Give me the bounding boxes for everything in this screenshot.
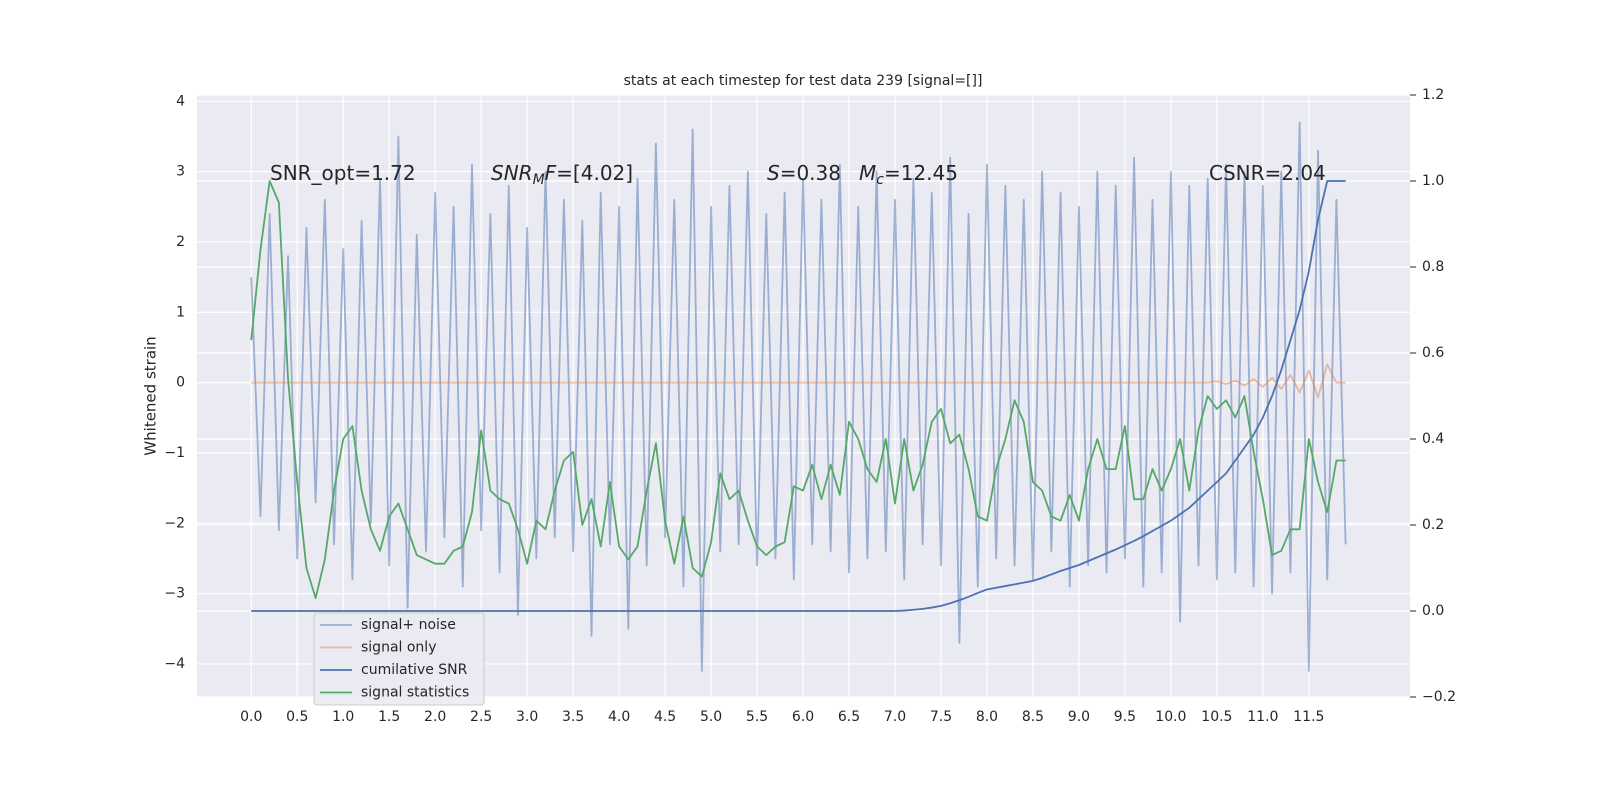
- x-tick-label: 11.0: [1247, 709, 1278, 725]
- series-line: [250, 180, 1346, 599]
- annotation: Mc=12.45: [859, 161, 958, 188]
- x-tick-label: 9.5: [1114, 709, 1136, 725]
- x-tick-label: 9.0: [1068, 709, 1090, 725]
- annotation-part: SNR_opt=1.72: [270, 161, 416, 185]
- x-tick-label: 7.0: [884, 709, 906, 725]
- annotation-part: =12.45: [884, 161, 958, 185]
- x-tick-label: 2.5: [470, 709, 492, 725]
- annotation: CSNR=2.04: [1209, 161, 1326, 185]
- x-tick-label: 6.5: [838, 709, 860, 725]
- annotation-part: CSNR=2.04: [1209, 161, 1326, 185]
- x-tick-label: 1.5: [378, 709, 400, 725]
- y-tick-label: 2: [176, 234, 185, 250]
- series-line: [250, 121, 1347, 672]
- annotation-part: c: [876, 172, 884, 188]
- annotation-part: M: [859, 161, 876, 185]
- x-tick-label: 5.5: [746, 709, 768, 725]
- y2-tick-label: 0.6: [1422, 345, 1444, 361]
- annotation-part: =[4.02]: [556, 161, 633, 185]
- annotation: SNR_opt=1.72: [270, 161, 416, 185]
- annotation: S=0.38: [767, 161, 841, 185]
- x-tick-label: 4.5: [654, 709, 676, 725]
- x-tick-label: 0.5: [286, 709, 308, 725]
- annotation-part: =0.38: [780, 161, 841, 185]
- x-tick-label: 8.5: [1022, 709, 1044, 725]
- x-tick-label: 0.0: [240, 709, 262, 725]
- series-line: [251, 363, 1346, 399]
- y-tick-label: −2: [164, 515, 185, 531]
- x-tick-label: 10.5: [1201, 709, 1232, 725]
- legend-label: signal statistics: [361, 685, 469, 701]
- y2-tick-label: 1.0: [1422, 173, 1444, 189]
- annotation-part: S: [767, 161, 780, 185]
- y-tick-label: 0: [176, 375, 185, 391]
- y-tick-label: 3: [176, 164, 185, 180]
- x-tick-label: 6.0: [792, 709, 814, 725]
- y-tick-label: −4: [164, 656, 185, 672]
- y-tick-label: 1: [176, 304, 185, 320]
- legend-label: cumilative SNR: [361, 662, 468, 678]
- y-axis-label: Whitened strain: [142, 336, 160, 455]
- x-tick-label: 3.5: [562, 709, 584, 725]
- annotation: SNRMF=[4.02]: [491, 161, 633, 188]
- annotation-part: SNR: [491, 161, 533, 185]
- x-tick-label: 2.0: [424, 709, 446, 725]
- y2-tick-label: −0.2: [1422, 689, 1456, 705]
- legend-label: signal+ noise: [361, 617, 456, 633]
- x-tick-label: 5.0: [700, 709, 722, 725]
- chart-title: stats at each timestep for test data 239…: [624, 73, 983, 89]
- y-tick-label: 4: [176, 93, 185, 109]
- series-line: [251, 180, 1346, 612]
- x-tick-label: 11.5: [1293, 709, 1324, 725]
- y2-tick-label: 0.8: [1422, 259, 1444, 275]
- annotation-part: M: [533, 172, 545, 188]
- y2-tick-label: 0.4: [1422, 431, 1444, 447]
- y2-tick-label: 1.2: [1422, 87, 1444, 103]
- x-tick-label: 1.0: [332, 709, 354, 725]
- y2-tick-label: 0.0: [1422, 603, 1444, 619]
- x-tick-label: 4.0: [608, 709, 630, 725]
- x-tick-label: 3.0: [516, 709, 538, 725]
- y-tick-label: −1: [164, 445, 185, 461]
- x-tick-label: 8.0: [976, 709, 998, 725]
- y-tick-label: −3: [164, 586, 185, 602]
- y2-tick-label: 0.2: [1422, 517, 1444, 533]
- grid: [197, 94, 1410, 698]
- annotation-part: F: [545, 161, 557, 185]
- x-tick-label: 10.0: [1155, 709, 1186, 725]
- x-tick-label: 7.5: [930, 709, 952, 725]
- legend-box: [313, 612, 485, 706]
- legend-label: signal only: [361, 640, 436, 656]
